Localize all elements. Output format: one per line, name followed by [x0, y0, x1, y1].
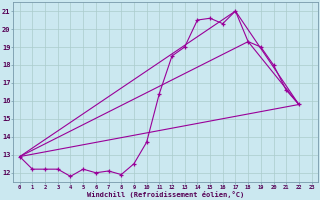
X-axis label: Windchill (Refroidissement éolien,°C): Windchill (Refroidissement éolien,°C) [87, 191, 244, 198]
